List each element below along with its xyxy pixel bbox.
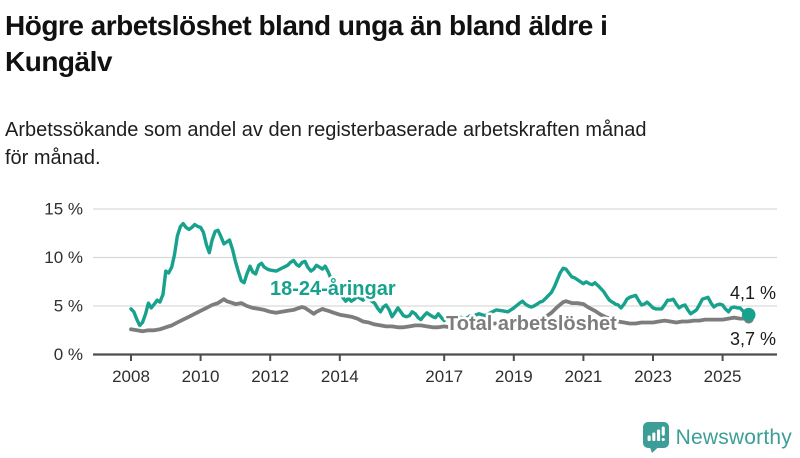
- end-value-label-total: 3,7 %: [730, 329, 776, 349]
- x-tick-label: 2017: [425, 367, 463, 386]
- series-label-total: Total arbetslöshet: [446, 313, 617, 335]
- content: Högre arbetslöshet bland unga än bland ä…: [0, 8, 800, 399]
- x-tick-label: 2008: [112, 367, 150, 386]
- end-value-label-youth: 4,1 %: [730, 283, 776, 303]
- page-root: { "header": { "title": "Högre arbetslösh…: [0, 8, 800, 458]
- x-tick-label: 2025: [704, 367, 742, 386]
- series-line-youth: [129, 222, 751, 328]
- series-end-dot-youth: [741, 308, 756, 322]
- unemployment-line-chart: 0 % 5 % 10 % 15 % 2008 2010 2012 2014 2017 2019 20…: [44, 200, 777, 386]
- y-tick-label: 5 %: [54, 297, 83, 316]
- x-tick-label: 2014: [321, 367, 359, 386]
- y-tick-label: 15 %: [44, 200, 83, 219]
- x-tick-label: 2019: [495, 367, 533, 386]
- page-subtitle: Arbetssökande som andel av den registerb…: [5, 118, 647, 170]
- page-title: Högre arbetslöshet bland unga än bland ä…: [5, 10, 608, 77]
- x-tick-label: 2010: [182, 367, 220, 386]
- x-tick-label: 2023: [634, 367, 672, 386]
- y-tick-label: 0 %: [54, 345, 83, 364]
- newsworthy-logo-text: Newsworthy: [675, 425, 792, 449]
- x-tick-label: 2021: [564, 367, 602, 386]
- newsworthy-logo: Newsworthy: [642, 422, 792, 453]
- newsworthy-logo-icon: [642, 422, 669, 453]
- x-tick-label: 2012: [251, 367, 289, 386]
- series-label-youth: 18-24-åringar: [270, 277, 396, 300]
- y-tick-label: 10 %: [44, 248, 83, 267]
- series-line-total: [129, 297, 751, 334]
